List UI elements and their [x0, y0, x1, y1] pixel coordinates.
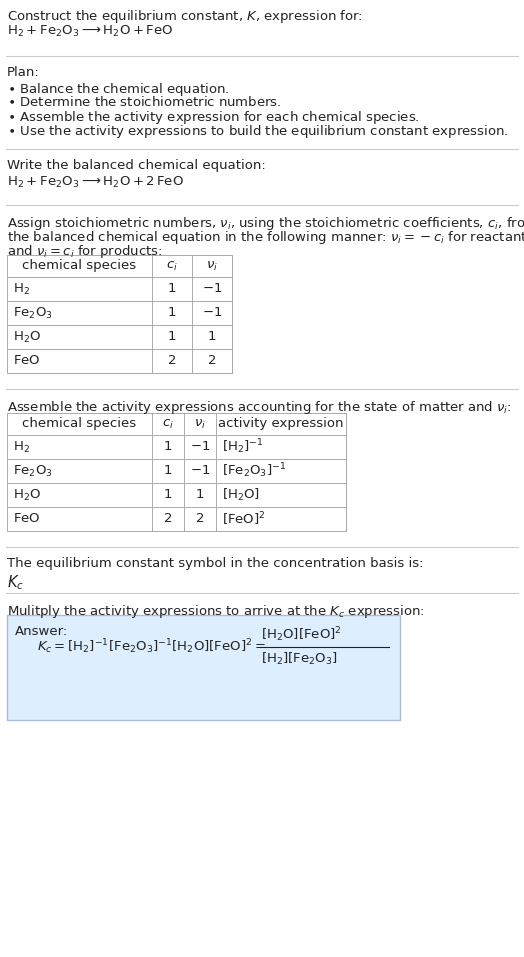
Text: Assemble the activity expressions accounting for the state of matter and $\nu_i$: Assemble the activity expressions accoun… — [7, 399, 512, 416]
Bar — [7, 255, 232, 373]
Text: $K_c$: $K_c$ — [7, 573, 24, 591]
Text: Assign stoichiometric numbers, $\nu_i$, using the stoichiometric coefficients, $: Assign stoichiometric numbers, $\nu_i$, … — [7, 215, 524, 232]
Text: $1$: $1$ — [195, 488, 205, 501]
Text: $\mathrm{H_2 + Fe_2O_3 \longrightarrow H_2O + 2\,FeO}$: $\mathrm{H_2 + Fe_2O_3 \longrightarrow H… — [7, 175, 184, 190]
Text: $\mathrm{FeO}$: $\mathrm{FeO}$ — [13, 513, 40, 525]
Text: 1: 1 — [168, 282, 176, 296]
Text: $\bullet$ Balance the chemical equation.: $\bullet$ Balance the chemical equation. — [7, 81, 230, 98]
Text: 1: 1 — [163, 464, 172, 478]
Text: $\mathrm{H_2O}$: $\mathrm{H_2O}$ — [13, 487, 41, 502]
Text: $\mathrm{H_2O}$: $\mathrm{H_2O}$ — [13, 329, 41, 345]
Text: $1$: $1$ — [208, 330, 216, 344]
Text: $\mathrm{Fe_2O_3}$: $\mathrm{Fe_2O_3}$ — [13, 305, 53, 321]
Text: $\nu_i$: $\nu_i$ — [206, 259, 218, 273]
Text: $-1$: $-1$ — [202, 282, 222, 296]
Text: $[\mathrm{H_2}]^{-1}$: $[\mathrm{H_2}]^{-1}$ — [222, 437, 264, 456]
Text: $\mathrm{Fe_2O_3}$: $\mathrm{Fe_2O_3}$ — [13, 463, 53, 478]
Text: $2$: $2$ — [208, 354, 216, 367]
Text: $-1$: $-1$ — [202, 306, 222, 320]
Text: $\nu_i$: $\nu_i$ — [194, 417, 206, 431]
Text: activity expression: activity expression — [219, 417, 344, 431]
Text: $\mathrm{H_2}$: $\mathrm{H_2}$ — [13, 439, 30, 455]
Text: $\mathrm{FeO}$: $\mathrm{FeO}$ — [13, 354, 40, 367]
Text: $[\mathrm{Fe_2O_3}]^{-1}$: $[\mathrm{Fe_2O_3}]^{-1}$ — [222, 461, 286, 480]
Text: $c_i$: $c_i$ — [162, 417, 174, 431]
Text: and $\nu_i = c_i$ for products:: and $\nu_i = c_i$ for products: — [7, 243, 162, 260]
Text: 1: 1 — [163, 488, 172, 501]
Text: $\mathrm{H_2 + Fe_2O_3 \longrightarrow H_2O + FeO}$: $\mathrm{H_2 + Fe_2O_3 \longrightarrow H… — [7, 24, 173, 39]
Text: Write the balanced chemical equation:: Write the balanced chemical equation: — [7, 159, 266, 172]
Text: Plan:: Plan: — [7, 66, 40, 79]
Text: chemical species: chemical species — [23, 259, 137, 273]
Text: 2: 2 — [168, 354, 176, 367]
Text: $[\mathrm{FeO}]^2$: $[\mathrm{FeO}]^2$ — [222, 510, 266, 527]
Text: $[\mathrm{H_2O}] [\mathrm{FeO}]^2$: $[\mathrm{H_2O}] [\mathrm{FeO}]^2$ — [261, 626, 342, 644]
Text: Construct the equilibrium constant, $K$, expression for:: Construct the equilibrium constant, $K$,… — [7, 8, 363, 25]
Text: $K_c = [\mathrm{H_2}]^{-1} [\mathrm{Fe_2O_3}]^{-1} [\mathrm{H_2O}] [\mathrm{FeO}: $K_c = [\mathrm{H_2}]^{-1} [\mathrm{Fe_2… — [37, 637, 266, 657]
Text: Answer:: Answer: — [15, 625, 68, 638]
Text: $\bullet$ Assemble the activity expression for each chemical species.: $\bullet$ Assemble the activity expressi… — [7, 109, 420, 126]
Text: $\bullet$ Determine the stoichiometric numbers.: $\bullet$ Determine the stoichiometric n… — [7, 95, 281, 109]
Text: 1: 1 — [168, 330, 176, 344]
Text: The equilibrium constant symbol in the concentration basis is:: The equilibrium constant symbol in the c… — [7, 557, 423, 570]
Text: chemical species: chemical species — [23, 417, 137, 431]
Text: $-1$: $-1$ — [190, 440, 210, 454]
Text: 1: 1 — [163, 440, 172, 454]
Text: the balanced chemical equation in the following manner: $\nu_i = -c_i$ for react: the balanced chemical equation in the fo… — [7, 229, 524, 246]
Text: $\bullet$ Use the activity expressions to build the equilibrium constant express: $\bullet$ Use the activity expressions t… — [7, 123, 508, 140]
Text: $[\mathrm{H_2}] [\mathrm{Fe_2O_3}]$: $[\mathrm{H_2}] [\mathrm{Fe_2O_3}]$ — [261, 651, 338, 667]
Text: $-1$: $-1$ — [190, 464, 210, 478]
Text: Mulitply the activity expressions to arrive at the $K_c$ expression:: Mulitply the activity expressions to arr… — [7, 603, 425, 620]
Text: $\mathrm{H_2}$: $\mathrm{H_2}$ — [13, 281, 30, 297]
FancyBboxPatch shape — [7, 615, 400, 720]
Text: 1: 1 — [168, 306, 176, 320]
Text: $c_i$: $c_i$ — [166, 259, 178, 273]
Text: 2: 2 — [163, 513, 172, 525]
Text: $2$: $2$ — [195, 513, 204, 525]
Text: $[\mathrm{H_2O}]$: $[\mathrm{H_2O}]$ — [222, 487, 260, 503]
Bar — [7, 413, 346, 531]
